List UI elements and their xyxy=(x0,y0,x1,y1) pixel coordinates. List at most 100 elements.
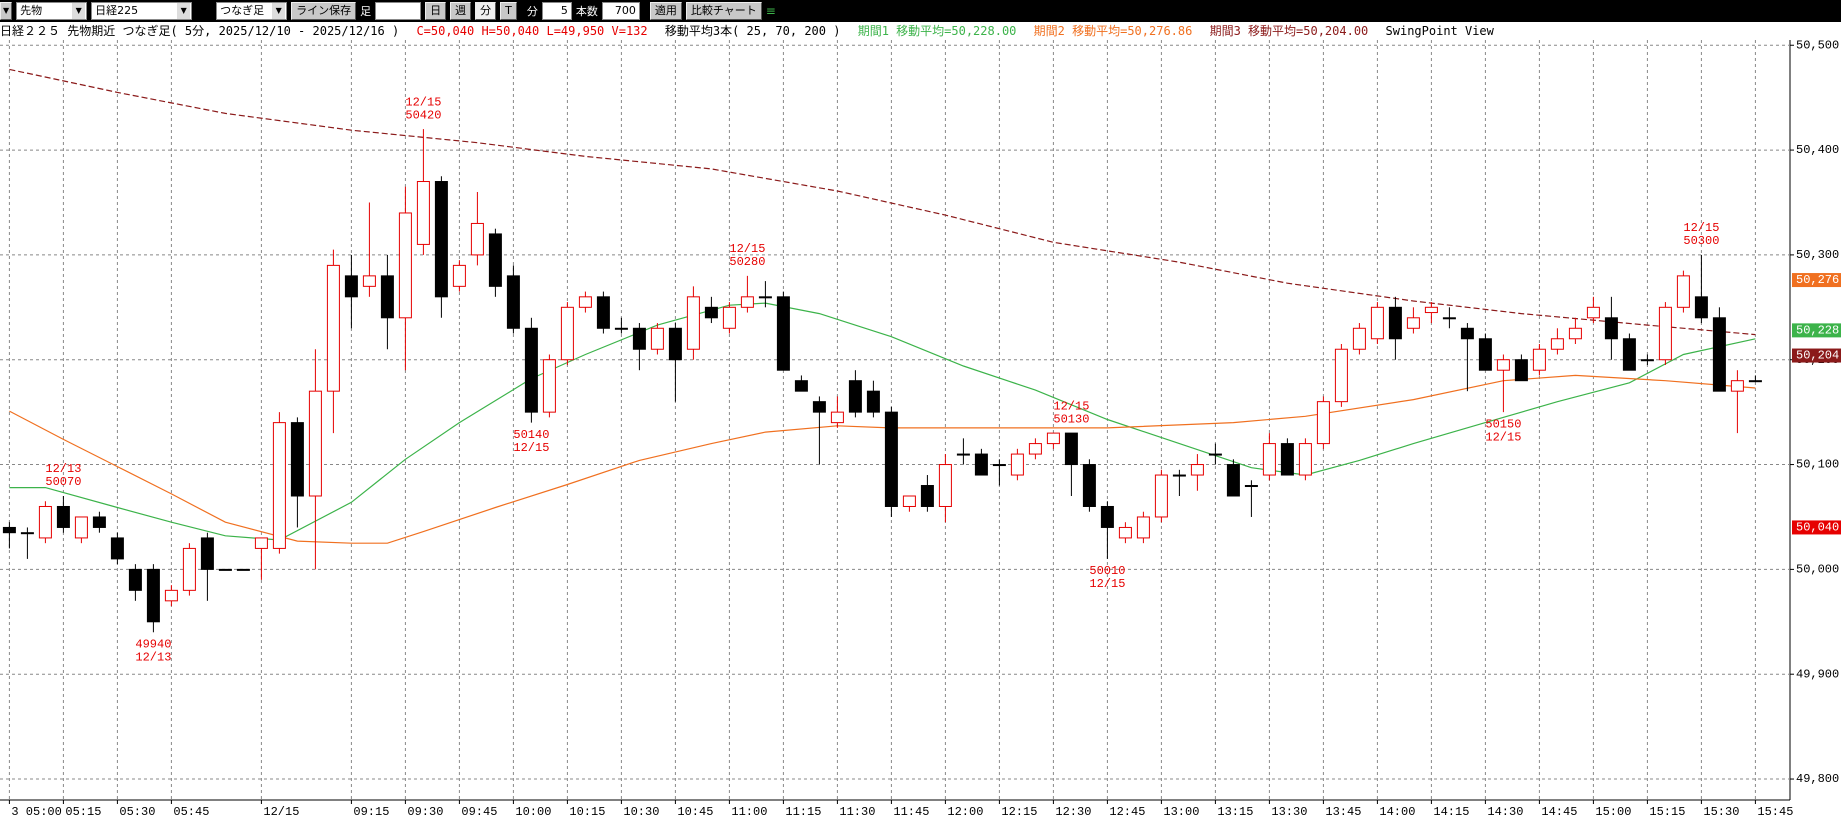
candle-body xyxy=(1748,380,1762,383)
index-select[interactable]: 日経225 xyxy=(91,2,193,20)
candle-body xyxy=(1352,327,1366,350)
count-label: 本数 xyxy=(575,5,598,18)
x-tick-label: 12:00 xyxy=(947,805,983,819)
candle-body xyxy=(614,327,628,330)
swing-date: 12/15 xyxy=(1683,221,1719,235)
price-tag xyxy=(1792,273,1841,288)
candle-body xyxy=(506,275,520,329)
x-tick-label: 10:15 xyxy=(569,805,605,819)
period-day[interactable]: 日 xyxy=(425,2,447,20)
x-tick-label: 13:15 xyxy=(1217,805,1253,819)
candle-body xyxy=(344,275,358,298)
swing-value: 50140 xyxy=(513,428,549,442)
swing-value: 50280 xyxy=(729,255,765,269)
bar-input[interactable] xyxy=(375,2,422,20)
period-minute[interactable]: 分 xyxy=(475,2,497,20)
chart-title: 日経２２５ 先物期近 つなぎ足( 5分, 2025/12/10 - 2025/1… xyxy=(0,24,400,38)
x-tick-label: 05:45 xyxy=(173,805,209,819)
interval-input[interactable]: 5 xyxy=(541,2,572,20)
swing-value: 50070 xyxy=(45,475,81,489)
candle-body xyxy=(1676,275,1690,308)
candle-body xyxy=(1478,338,1492,371)
x-tick-label: 12:15 xyxy=(1001,805,1037,819)
x-tick-label: 12/15 xyxy=(263,805,299,819)
price-tag xyxy=(1792,323,1841,338)
candle-body xyxy=(1658,306,1672,361)
y-tick-label: 50,400 xyxy=(1796,143,1839,157)
x-tick-label: 11:15 xyxy=(785,805,821,819)
swing-value: 50130 xyxy=(1053,412,1089,426)
price-tag xyxy=(1792,520,1841,535)
candle-body xyxy=(362,275,376,287)
save-button[interactable]: ライン保存 xyxy=(291,2,357,20)
x-tick-label: 13:00 xyxy=(1163,805,1199,819)
candle-body xyxy=(848,380,862,413)
swing-value: 50420 xyxy=(405,108,441,122)
apply-button[interactable]: 適用 xyxy=(649,2,682,20)
candle-body xyxy=(1568,327,1582,340)
menu-button[interactable]: ▼ xyxy=(0,2,13,20)
candle-body xyxy=(650,327,664,350)
swing-value: 50150 xyxy=(1485,417,1521,431)
x-tick-label: 15:30 xyxy=(1703,805,1739,819)
swing-date: 12/15 xyxy=(729,242,765,256)
candle-body xyxy=(1082,464,1096,507)
candle-body xyxy=(1208,453,1222,456)
price-tag-label: 50,228 xyxy=(1796,324,1839,338)
candle-body xyxy=(866,390,880,413)
period-week[interactable]: 週 xyxy=(450,2,472,20)
x-tick-label: 10:00 xyxy=(515,805,551,819)
candle-body xyxy=(110,537,124,560)
candle-body xyxy=(1712,317,1726,392)
x-tick-label: 12:45 xyxy=(1109,805,1145,819)
candle-body xyxy=(164,589,178,602)
x-tick-label: 11:45 xyxy=(893,805,929,819)
candle-body xyxy=(290,422,304,497)
candle-body xyxy=(1514,359,1528,382)
swing-date: 12/15 xyxy=(405,95,441,109)
candle-body xyxy=(470,222,484,256)
x-tick-label: 10:30 xyxy=(623,805,659,819)
mode-select[interactable]: つなぎ足 xyxy=(216,2,288,20)
candle-body xyxy=(758,296,772,299)
candle-body xyxy=(326,264,340,392)
candle-body xyxy=(1550,338,1564,350)
symbol-select[interactable]: 先物 xyxy=(16,2,88,20)
lines-icon[interactable]: ≡ xyxy=(765,4,776,18)
candle-body xyxy=(236,568,250,571)
chart-header: 日経２２５ 先物期近 つなぎ足( 5分, 2025/12/10 - 2025/1… xyxy=(0,22,1841,40)
price-tag-label: 50,040 xyxy=(1796,521,1839,535)
candle-body xyxy=(1622,338,1636,371)
period-tick[interactable]: T xyxy=(500,2,517,20)
candle-body xyxy=(1280,443,1294,476)
candle-body xyxy=(776,296,790,371)
moving-average-line xyxy=(9,374,1756,544)
y-tick-label: 49,800 xyxy=(1796,772,1839,786)
candle-body xyxy=(272,422,286,549)
bar-label: 足 xyxy=(360,5,372,18)
candle-body xyxy=(56,505,70,528)
candle-body xyxy=(398,212,412,319)
candle-body xyxy=(578,296,592,308)
candle-body xyxy=(794,380,808,392)
unit-label: 分 xyxy=(526,5,538,18)
candle-body xyxy=(1532,348,1546,371)
compare-button[interactable]: 比較チャート xyxy=(685,2,762,20)
candle-body xyxy=(632,327,646,350)
candle-body xyxy=(146,568,160,623)
x-tick-label: 14:30 xyxy=(1487,805,1523,819)
candle-body xyxy=(992,464,1006,467)
candle-body xyxy=(1442,317,1456,320)
candle-body xyxy=(254,537,268,549)
count-input[interactable]: 700 xyxy=(601,2,640,20)
candle-body xyxy=(902,495,916,507)
candle-body xyxy=(1388,306,1402,340)
candle-body xyxy=(1496,359,1510,371)
candle-body xyxy=(1640,359,1654,362)
candle-body xyxy=(74,516,88,539)
y-tick-label: 49,900 xyxy=(1796,667,1839,681)
ma1-info: 期間1 移動平均=50,228.00 xyxy=(857,24,1017,38)
x-tick-label: 09:30 xyxy=(407,805,443,819)
candle-body xyxy=(1136,516,1150,539)
